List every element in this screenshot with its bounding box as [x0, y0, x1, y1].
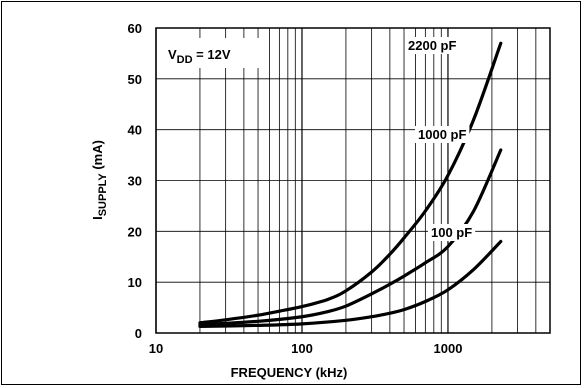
curve-label-1000pf: 1000 pF [415, 126, 470, 143]
x-axis-label: FREQUENCY (kHz) [231, 365, 348, 380]
curve-2200pf [198, 41, 503, 325]
curve-label-text: 100 pF [431, 225, 472, 240]
y-tick-label: 40 [128, 123, 142, 138]
y-axis-label-subscript: SUPPLY [97, 173, 109, 217]
x-tick-label: 10 [149, 341, 163, 356]
y-tick-label: 60 [128, 21, 142, 36]
x-tick-label: 100 [291, 341, 313, 356]
y-tick-label: 20 [128, 224, 142, 239]
curve-label-2200pf: 2200 pF [405, 37, 460, 54]
curve-1000pf [198, 148, 503, 327]
curve-label-background [428, 224, 476, 241]
curve-label-background [405, 37, 460, 54]
plot-area-border [155, 27, 551, 334]
curve-label-text: 1000 pF [418, 127, 466, 142]
vdd-annotation: VDD = 12V [168, 47, 231, 66]
curve-100pf [198, 239, 503, 328]
x-tick-label: 1000 [434, 341, 463, 356]
y-axis-label: ISUPPLY (mA) [90, 140, 109, 220]
curve-label-text: 2200 pF [408, 38, 456, 53]
y-tick-label: 30 [128, 174, 142, 189]
vdd-annotation-background [164, 38, 260, 68]
curve-label-100pf: 100 pF [428, 224, 476, 241]
y-tick-label: 50 [128, 72, 142, 87]
y-tick-label: 10 [128, 275, 142, 290]
curve-label-background [415, 126, 470, 143]
y-tick-label: 0 [135, 326, 142, 341]
